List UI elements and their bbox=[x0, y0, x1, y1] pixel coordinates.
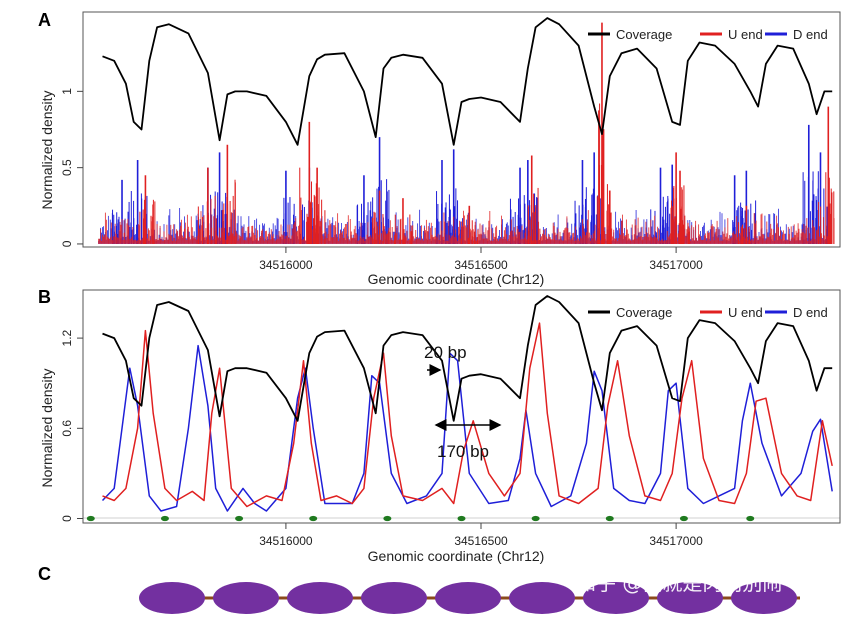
panel-a-series bbox=[98, 17, 835, 244]
nucleosome bbox=[731, 582, 797, 614]
panel-b-y-axis: 0 0.6 1.2 bbox=[60, 329, 83, 522]
legend-label: D end bbox=[793, 305, 828, 320]
y-tick-label: 0 bbox=[60, 515, 74, 522]
legend-label: D end bbox=[793, 27, 828, 42]
nucleosome bbox=[435, 582, 501, 614]
panel-b-frame bbox=[82, 289, 841, 524]
spacing-annotation: 20 bp bbox=[424, 343, 467, 376]
series-coverage bbox=[102, 17, 833, 146]
x-tick-label: 34516500 bbox=[454, 534, 508, 548]
dyad-marker bbox=[679, 515, 688, 522]
panel-a-y-axis-label: Normalized density bbox=[39, 90, 55, 209]
legend-label: U end bbox=[728, 305, 763, 320]
x-tick-label: 34516000 bbox=[259, 258, 313, 272]
y-tick-label: 0 bbox=[60, 240, 74, 247]
panel-letter-c: C bbox=[38, 564, 51, 584]
panel-letter-a: A bbox=[38, 10, 51, 30]
dyad-marker bbox=[383, 515, 392, 522]
panel-c-nucleosome-array: 知乎 @我就是肉肉别闹 bbox=[139, 571, 800, 614]
dyad-marker bbox=[531, 515, 540, 522]
y-tick-label: 1.2 bbox=[60, 329, 74, 346]
footprint-label: 170 bp bbox=[437, 442, 489, 461]
dyad-marker bbox=[86, 515, 95, 522]
panel-a-x-axis: 34516000 34516500 34517000 bbox=[259, 247, 703, 272]
panel-b-chart: 0 0.6 1.2 34516000 34516500 34517000 Genomic… bbox=[39, 289, 841, 564]
noise-spikes bbox=[98, 210, 832, 244]
nucleosome bbox=[509, 582, 575, 614]
nucleosome bbox=[213, 582, 279, 614]
series-u-end bbox=[102, 322, 833, 508]
panel-a-legend: Coverage U end D end bbox=[588, 27, 828, 42]
panel-b-x-axis: 34516000 34516500 34517000 bbox=[259, 523, 703, 548]
x-tick-label: 34516000 bbox=[259, 534, 313, 548]
footprint-annotation: 170 bp bbox=[434, 419, 502, 461]
panel-b-y-axis-label: Normalized density bbox=[39, 368, 55, 487]
x-tick-label: 34517000 bbox=[649, 258, 703, 272]
x-tick-label: 34516500 bbox=[454, 258, 508, 272]
panel-a-frame bbox=[82, 11, 841, 248]
dyad-marker bbox=[309, 515, 318, 522]
panel-a-y-axis: 00.51 bbox=[60, 88, 83, 247]
watermark: 知乎 @我就是肉肉别闹 bbox=[576, 571, 782, 595]
dyad-marker bbox=[746, 515, 755, 522]
panel-b-series bbox=[101, 295, 833, 512]
nucleosome bbox=[583, 582, 649, 614]
x-tick-label: 34517000 bbox=[649, 534, 703, 548]
series-d-end bbox=[101, 344, 833, 512]
panel-letter-b: B bbox=[38, 287, 51, 307]
series-coverage bbox=[102, 295, 833, 422]
legend-label: Coverage bbox=[616, 305, 672, 320]
legend-label: U end bbox=[728, 27, 763, 42]
spacing-label: 20 bp bbox=[424, 343, 467, 362]
dyad-marker bbox=[160, 515, 169, 522]
y-tick-label: 0.6 bbox=[60, 420, 74, 437]
dyad-marker bbox=[605, 515, 614, 522]
panel-a-x-axis-label: Genomic coordinate (Chr12) bbox=[368, 271, 545, 287]
nucleosome bbox=[287, 582, 353, 614]
nucleosome bbox=[657, 582, 723, 614]
dyad-marker bbox=[235, 515, 244, 522]
nucleosome-group bbox=[139, 582, 797, 614]
panel-b-legend: Coverage U end D end bbox=[588, 305, 828, 320]
nucleosome bbox=[361, 582, 427, 614]
panel-b-x-axis-label: Genomic coordinate (Chr12) bbox=[368, 548, 545, 564]
series-u-end bbox=[98, 22, 835, 244]
y-tick-label: 1 bbox=[60, 88, 74, 95]
dyad-marker bbox=[457, 515, 466, 522]
y-tick-label: 0.5 bbox=[60, 159, 74, 176]
panel-b-dyad-markers bbox=[86, 515, 755, 522]
panel-a-chart: 00.51 34516000 34516500 34517000 Genomic c… bbox=[39, 11, 841, 287]
nucleosome bbox=[139, 582, 205, 614]
legend-label: Coverage bbox=[616, 27, 672, 42]
